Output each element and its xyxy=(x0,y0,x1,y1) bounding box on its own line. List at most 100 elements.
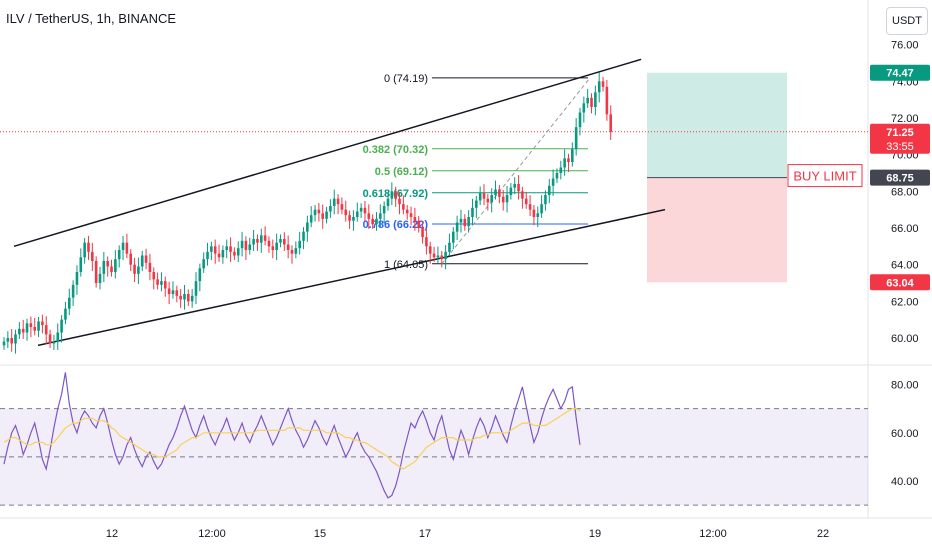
candle-body xyxy=(259,235,263,243)
candle-body xyxy=(236,248,240,256)
candle-body xyxy=(544,195,547,205)
current-price-label-bg xyxy=(870,123,930,154)
candle-body xyxy=(329,206,332,212)
candle-body xyxy=(482,193,486,199)
candle-body xyxy=(325,211,328,219)
candle-body xyxy=(505,195,509,203)
candle-body xyxy=(37,321,40,331)
price-tick-label: 76.00 xyxy=(891,40,919,52)
candle-body xyxy=(609,114,613,132)
candle-body xyxy=(167,288,171,294)
time-tick-label: 22 xyxy=(817,528,829,540)
candle-body xyxy=(547,185,551,195)
price-tick-label: 72.00 xyxy=(891,113,919,125)
candle-body xyxy=(294,248,298,254)
candle-body xyxy=(41,321,44,326)
buy-limit-label: BUY LIMIT xyxy=(793,169,856,184)
candles-group xyxy=(2,72,613,354)
time-tick-label: 15 xyxy=(314,528,326,540)
candle-body xyxy=(379,213,382,219)
candle-body xyxy=(213,246,217,254)
candle-body xyxy=(428,246,432,254)
candle-body xyxy=(233,251,236,256)
candle-body xyxy=(140,255,144,267)
candle-body xyxy=(163,281,167,289)
candle-body xyxy=(563,158,566,168)
candle-body xyxy=(244,240,248,250)
candle-body xyxy=(386,198,390,206)
candle-body xyxy=(283,239,286,245)
time-tick-label: 12 xyxy=(106,528,118,540)
channel-lower-line xyxy=(37,208,666,347)
candle-body xyxy=(10,338,13,344)
candle-body xyxy=(352,217,355,221)
stop-loss-price-label-bg xyxy=(870,274,930,291)
rsi-tick-label: 40.00 xyxy=(891,476,919,488)
candle-body xyxy=(567,158,570,162)
fib-level-label: 0.786 (66.22) xyxy=(363,219,429,231)
candle-body xyxy=(363,207,367,214)
candle-body xyxy=(60,319,63,333)
candle-body xyxy=(394,191,397,199)
candle-body xyxy=(129,253,133,265)
candle-body xyxy=(367,213,371,219)
candle-body xyxy=(75,272,79,285)
rsi-tick-label: 80.00 xyxy=(891,379,919,391)
candle-body xyxy=(33,327,37,331)
stop-loss-zone xyxy=(647,177,787,283)
candle-body xyxy=(210,246,213,252)
take-profit-price-label-bg xyxy=(870,64,930,81)
take-profit-price-label: 74.47 xyxy=(886,68,914,80)
candle-body xyxy=(578,112,582,128)
candle-body xyxy=(248,244,252,250)
candle-body xyxy=(71,284,75,298)
candle-body xyxy=(114,259,117,272)
fib-level-label: 0 (74.19) xyxy=(384,73,428,85)
candle-body xyxy=(194,281,198,296)
chart-title: ILV / TetherUS, 1h, BINANCE xyxy=(6,11,177,26)
candle-body xyxy=(601,81,605,87)
candle-body xyxy=(206,251,209,260)
candle-body xyxy=(402,204,405,210)
fib-trend-line xyxy=(441,77,591,265)
candle-body xyxy=(590,97,593,107)
candle-body xyxy=(478,193,482,201)
candle-body xyxy=(148,262,152,272)
candle-body xyxy=(375,218,378,225)
candle-body xyxy=(52,341,56,344)
currency-button[interactable]: USDT xyxy=(886,7,928,35)
candle-body xyxy=(171,290,175,294)
candle-body xyxy=(48,334,52,344)
candle-body xyxy=(459,218,463,223)
candle-body xyxy=(106,261,109,267)
candle-body xyxy=(275,242,278,250)
candle-body xyxy=(267,240,271,247)
candle-body xyxy=(44,325,48,335)
candle-body xyxy=(521,191,524,199)
candle-body xyxy=(121,242,125,250)
candle-body xyxy=(348,215,351,221)
candle-body xyxy=(229,246,232,252)
candle-body xyxy=(160,281,163,285)
candle-body xyxy=(574,127,578,150)
candle-body xyxy=(221,250,225,258)
price-tick-label: 62.00 xyxy=(891,296,919,308)
candle-body xyxy=(467,217,470,227)
candle-body xyxy=(451,231,455,243)
channel-upper-line xyxy=(13,58,642,248)
candle-body xyxy=(175,290,179,296)
candle-body xyxy=(582,103,586,113)
candle-body xyxy=(559,167,563,173)
candle-body xyxy=(555,173,559,179)
candle-body xyxy=(25,323,29,333)
candle-body xyxy=(279,239,282,243)
candle-body xyxy=(597,81,601,93)
candle-body xyxy=(98,273,102,283)
candle-body xyxy=(190,295,194,302)
candle-body xyxy=(156,279,159,285)
countdown-label: 33:55 xyxy=(886,141,914,153)
candle-body xyxy=(486,198,490,203)
candle-body xyxy=(152,272,156,280)
